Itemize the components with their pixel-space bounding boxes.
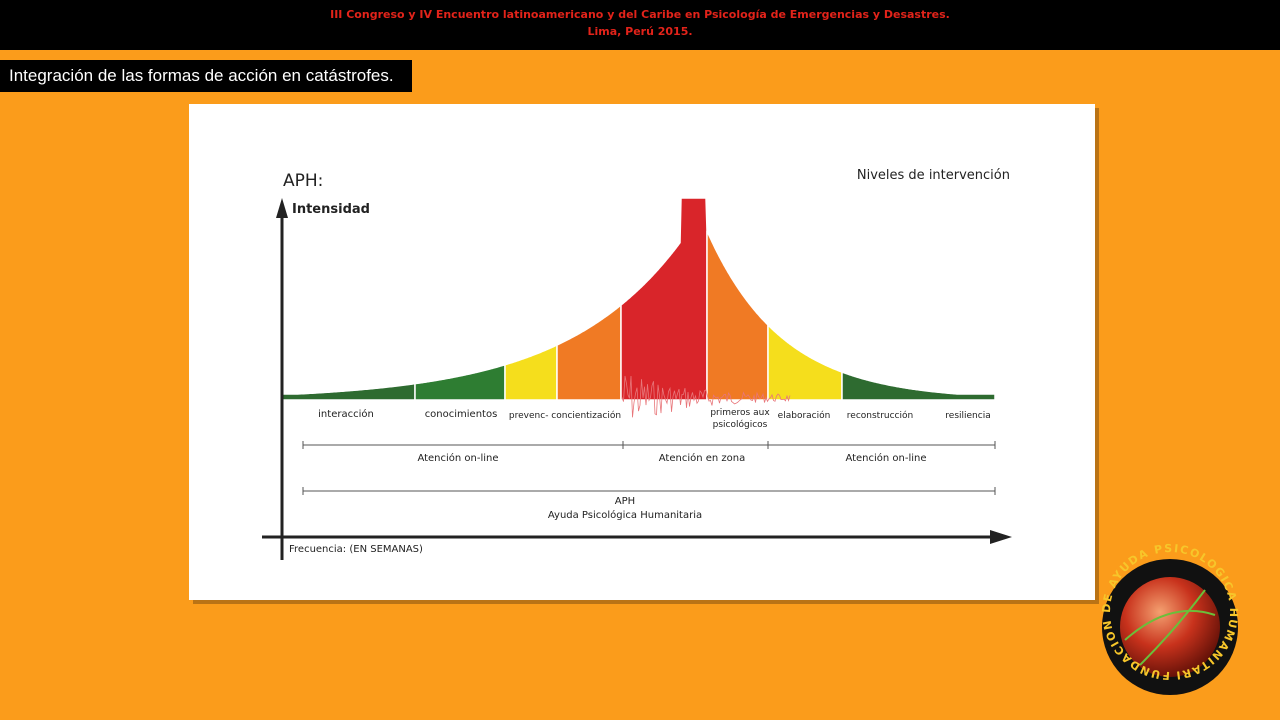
header-line: III Congreso y IV Encuentro latinoameric… — [330, 8, 950, 21]
curve-segment — [556, 303, 622, 401]
phase-label: reconstrucción — [847, 410, 913, 421]
phase-label: interacción — [318, 408, 374, 420]
logo-lines — [1124, 589, 1216, 666]
seismogram — [621, 375, 791, 418]
arrow — [276, 198, 288, 218]
phase-label: prevenc- concientización — [509, 410, 621, 421]
curve — [281, 197, 996, 401]
phase-label: conocimientos — [425, 409, 498, 420]
curve-segment — [504, 343, 558, 401]
slide-title: Integración de las formas de acción en c… — [0, 60, 412, 92]
seismogram-line — [621, 375, 791, 418]
overall-label: Ayuda Psicológica Humanitaria — [548, 509, 702, 521]
range-label: Atención on-line — [845, 452, 926, 464]
curve-segment — [767, 323, 843, 401]
axis-label: Frecuencia: (EN SEMANAS) — [289, 544, 423, 555]
header: III Congreso y IV Encuentro latinoameric… — [0, 0, 1280, 50]
curve-segment — [620, 197, 708, 401]
curve-segment — [841, 370, 996, 401]
header-line: Lima, Perú 2015. — [587, 25, 693, 38]
legend-title: Niveles de intervención — [857, 168, 1010, 183]
arrow — [990, 530, 1012, 544]
phase-label: resiliencia — [945, 411, 990, 421]
overall-label: APH — [615, 496, 635, 507]
axis-label: Intensidad — [292, 202, 370, 217]
curve-segment — [706, 230, 769, 401]
curve-segment — [414, 363, 506, 401]
diagram-title: APH: — [283, 171, 323, 191]
curve-segment — [281, 382, 416, 401]
phase-box: primeros aux psicológicos — [710, 408, 770, 430]
range-label: Atención on-line — [417, 452, 498, 464]
range-label: Atención en zona — [659, 452, 746, 464]
phase-label: elaboración — [778, 410, 831, 421]
phase-label: primeros aux psicológicos — [710, 408, 770, 430]
